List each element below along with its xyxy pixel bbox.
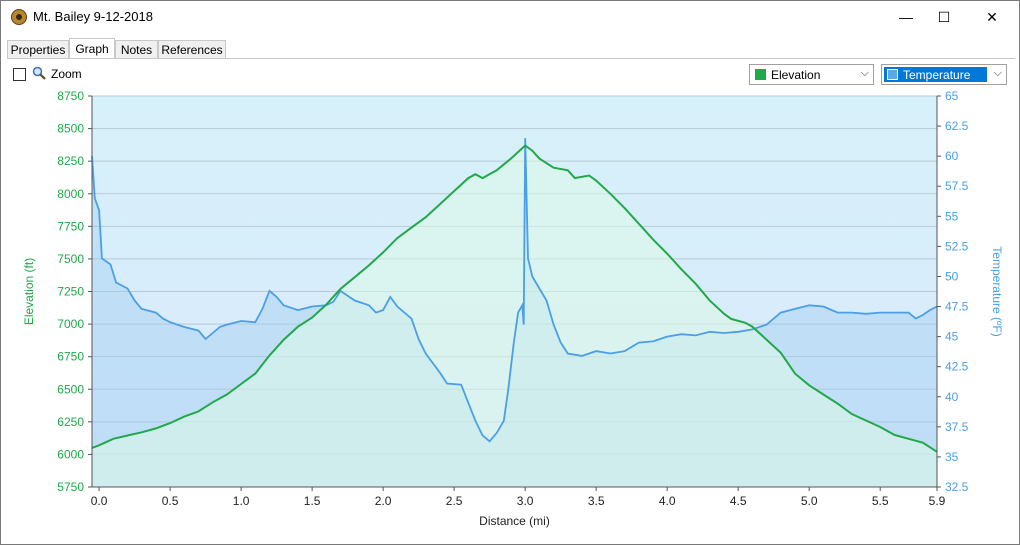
right-tick-label: 52.5	[945, 239, 969, 253]
right-tick-label: 42.5	[945, 360, 969, 374]
left-tick-label: 6750	[57, 350, 84, 364]
tab-properties[interactable]: Properties	[7, 40, 69, 58]
x-axis-label: Distance (mi)	[479, 514, 550, 528]
right-series-label: Temperature	[903, 68, 971, 82]
close-button[interactable]: ✕	[986, 9, 998, 25]
right-tick-label: 45	[945, 330, 959, 344]
left-tick-label: 6500	[57, 382, 84, 396]
right-tick-label: 47.5	[945, 300, 969, 314]
x-tick-label: 2.0	[375, 494, 392, 508]
x-tick-label: 3.5	[588, 494, 605, 508]
right-tick-label: 65	[945, 89, 959, 103]
app-logo-icon	[11, 9, 27, 25]
right-tick-label: 60	[945, 149, 959, 163]
x-tick-label: 1.0	[233, 494, 250, 508]
x-tick-label: 1.5	[304, 494, 321, 508]
x-tick-label: 2.5	[446, 494, 463, 508]
tab-notes[interactable]: Notes	[115, 40, 158, 58]
x-tick-label: 0.5	[162, 494, 179, 508]
right-tick-label: 32.5	[945, 480, 969, 494]
chevron-down-icon: ⌵	[860, 67, 869, 79]
right-series-select[interactable]: Temperature ⌵	[881, 64, 1007, 85]
right-tick-label: 50	[945, 269, 959, 283]
right-tick-label: 35	[945, 450, 959, 464]
right-tick-label: 62.5	[945, 119, 969, 133]
x-tick-label: 0.0	[91, 494, 108, 508]
temperature-swatch-icon	[887, 69, 898, 80]
right-tick-label: 40	[945, 390, 959, 404]
left-axis-label: Elevation (ft)	[22, 258, 36, 325]
right-tick-label: 37.5	[945, 420, 969, 434]
left-tick-label: 8000	[57, 187, 84, 201]
left-tick-label: 7750	[57, 219, 84, 233]
left-axis-ticks: 5750 6000 6250 6500 6750 7000 7250 7500 7750 8000…	[57, 89, 92, 494]
x-tick-label: 5.5	[872, 494, 889, 508]
chevron-down-icon: ⌵	[993, 67, 1002, 79]
left-tick-label: 5750	[57, 480, 84, 494]
right-axis-ticks: 32.5 35 37.5 40 42.5 45 47.5 50 52.5 55 57.5 60 62.5…	[937, 89, 969, 494]
x-tick-label: 4.0	[659, 494, 676, 508]
magnifier-icon	[32, 66, 46, 80]
left-tick-label: 7000	[57, 317, 84, 331]
title-bar: Mt. Bailey 9-12-2018 — ☐ ✕	[1, 1, 1019, 33]
left-tick-label: 8500	[57, 122, 84, 136]
x-tick-label: 3.0	[517, 494, 534, 508]
right-tick-label: 57.5	[945, 179, 969, 193]
x-axis-ticks: 0.0 0.5 1.0 1.5 2.0 2.5 3.0 3.5 4.0 4.5 5.0 5.5 5.9	[91, 487, 946, 508]
left-tick-label: 7500	[57, 252, 84, 266]
elevation-area	[92, 145, 937, 487]
tab-references[interactable]: References	[158, 40, 226, 58]
x-tick-label: 4.5	[730, 494, 747, 508]
left-tick-label: 8250	[57, 154, 84, 168]
left-tick-label: 7250	[57, 285, 84, 299]
maximize-button[interactable]: ☐	[937, 9, 951, 25]
left-series-select[interactable]: Elevation ⌵	[749, 64, 874, 85]
elevation-swatch-icon	[755, 69, 766, 80]
x-tick-label: 5.9	[929, 494, 946, 508]
zoom-checkbox[interactable]	[13, 68, 26, 81]
right-tick-label: 55	[945, 209, 959, 223]
x-tick-label: 5.0	[801, 494, 818, 508]
tab-panel-divider	[7, 58, 1015, 59]
left-tick-label: 8750	[57, 89, 84, 103]
minimize-button[interactable]: —	[899, 9, 913, 25]
left-series-label: Elevation	[771, 68, 821, 82]
elevation-line	[91, 144, 938, 453]
zoom-label: Zoom	[51, 67, 82, 81]
right-axis-label: Temperature (ºF)	[990, 246, 1004, 336]
tab-graph[interactable]: Graph	[69, 38, 115, 59]
left-tick-label: 6000	[57, 447, 84, 461]
window-title: Mt. Bailey 9-12-2018	[33, 9, 153, 24]
left-tick-label: 6250	[57, 415, 84, 429]
